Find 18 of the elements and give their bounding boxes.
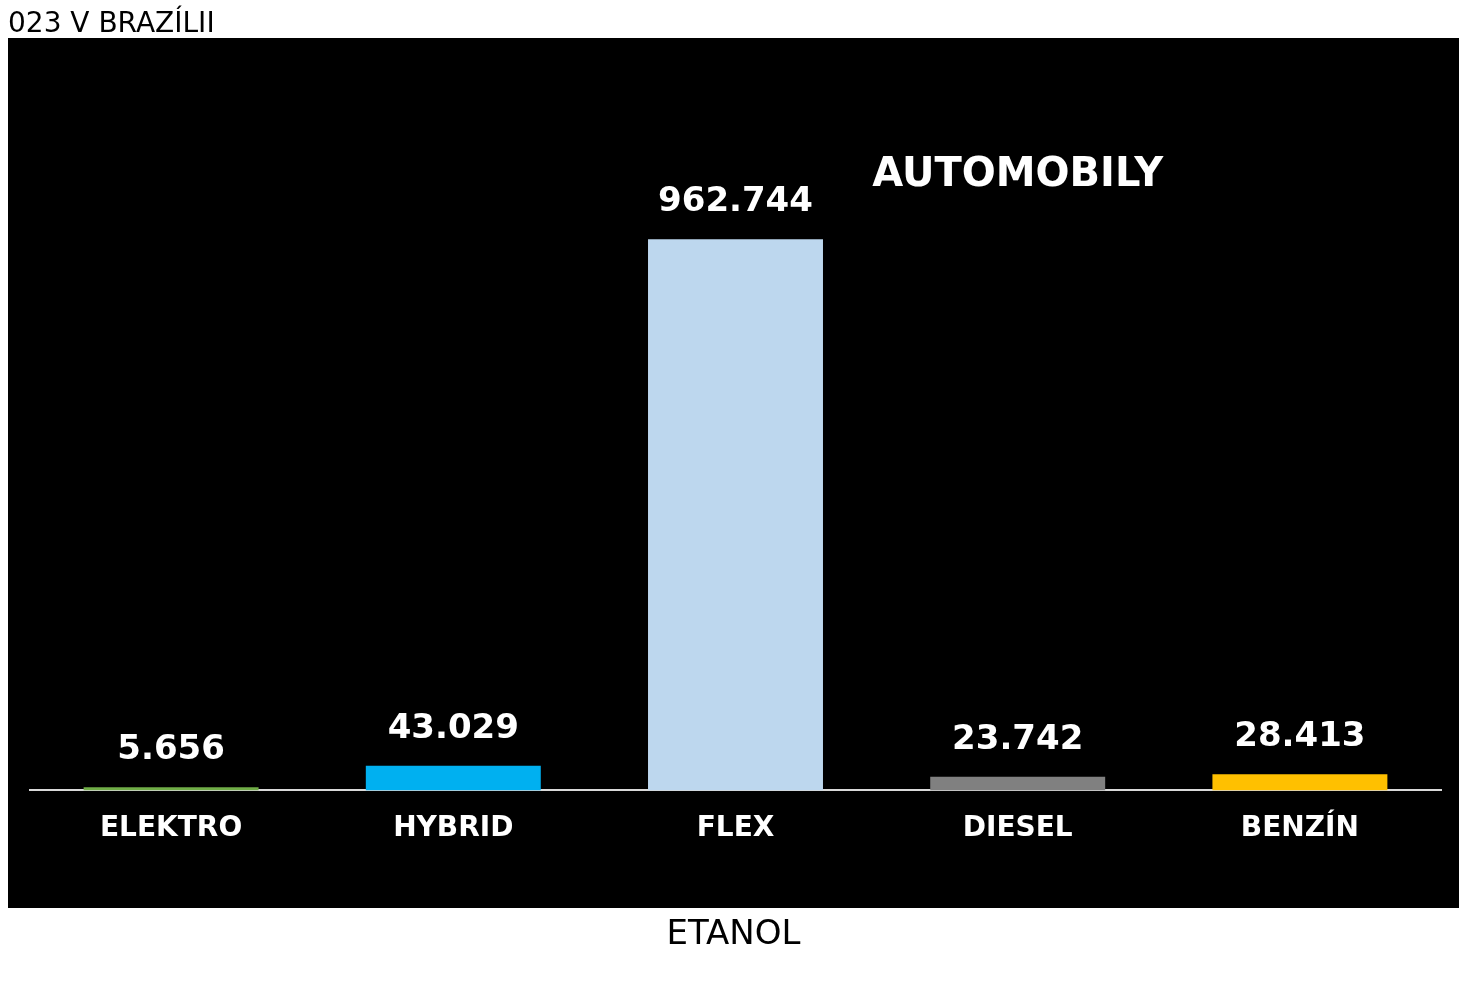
- x-tick-label: FLEX: [696, 810, 775, 844]
- x-tick-label: DIESEL: [962, 810, 1073, 844]
- bar: [365, 765, 541, 791]
- bar: [83, 787, 259, 791]
- data-label: 28.413: [1234, 713, 1366, 754]
- data-label: 43.029: [387, 705, 519, 746]
- chart-subtitle: 023 V BRAZÍLII: [8, 6, 216, 39]
- x-axis-title: ETANOL: [665, 912, 802, 952]
- x-tick-label: BENZÍN: [1240, 809, 1359, 844]
- bar: [1212, 774, 1388, 791]
- x-tick-label: HYBRID: [393, 810, 514, 844]
- bar: [930, 776, 1106, 791]
- chart-title: AUTOMOBILY: [872, 149, 1165, 196]
- data-label: 5.656: [117, 726, 225, 767]
- data-label: 23.742: [952, 716, 1084, 757]
- bar: [648, 239, 823, 791]
- data-label: 962.744: [658, 179, 813, 220]
- x-tick-label: ELEKTRO: [99, 810, 243, 844]
